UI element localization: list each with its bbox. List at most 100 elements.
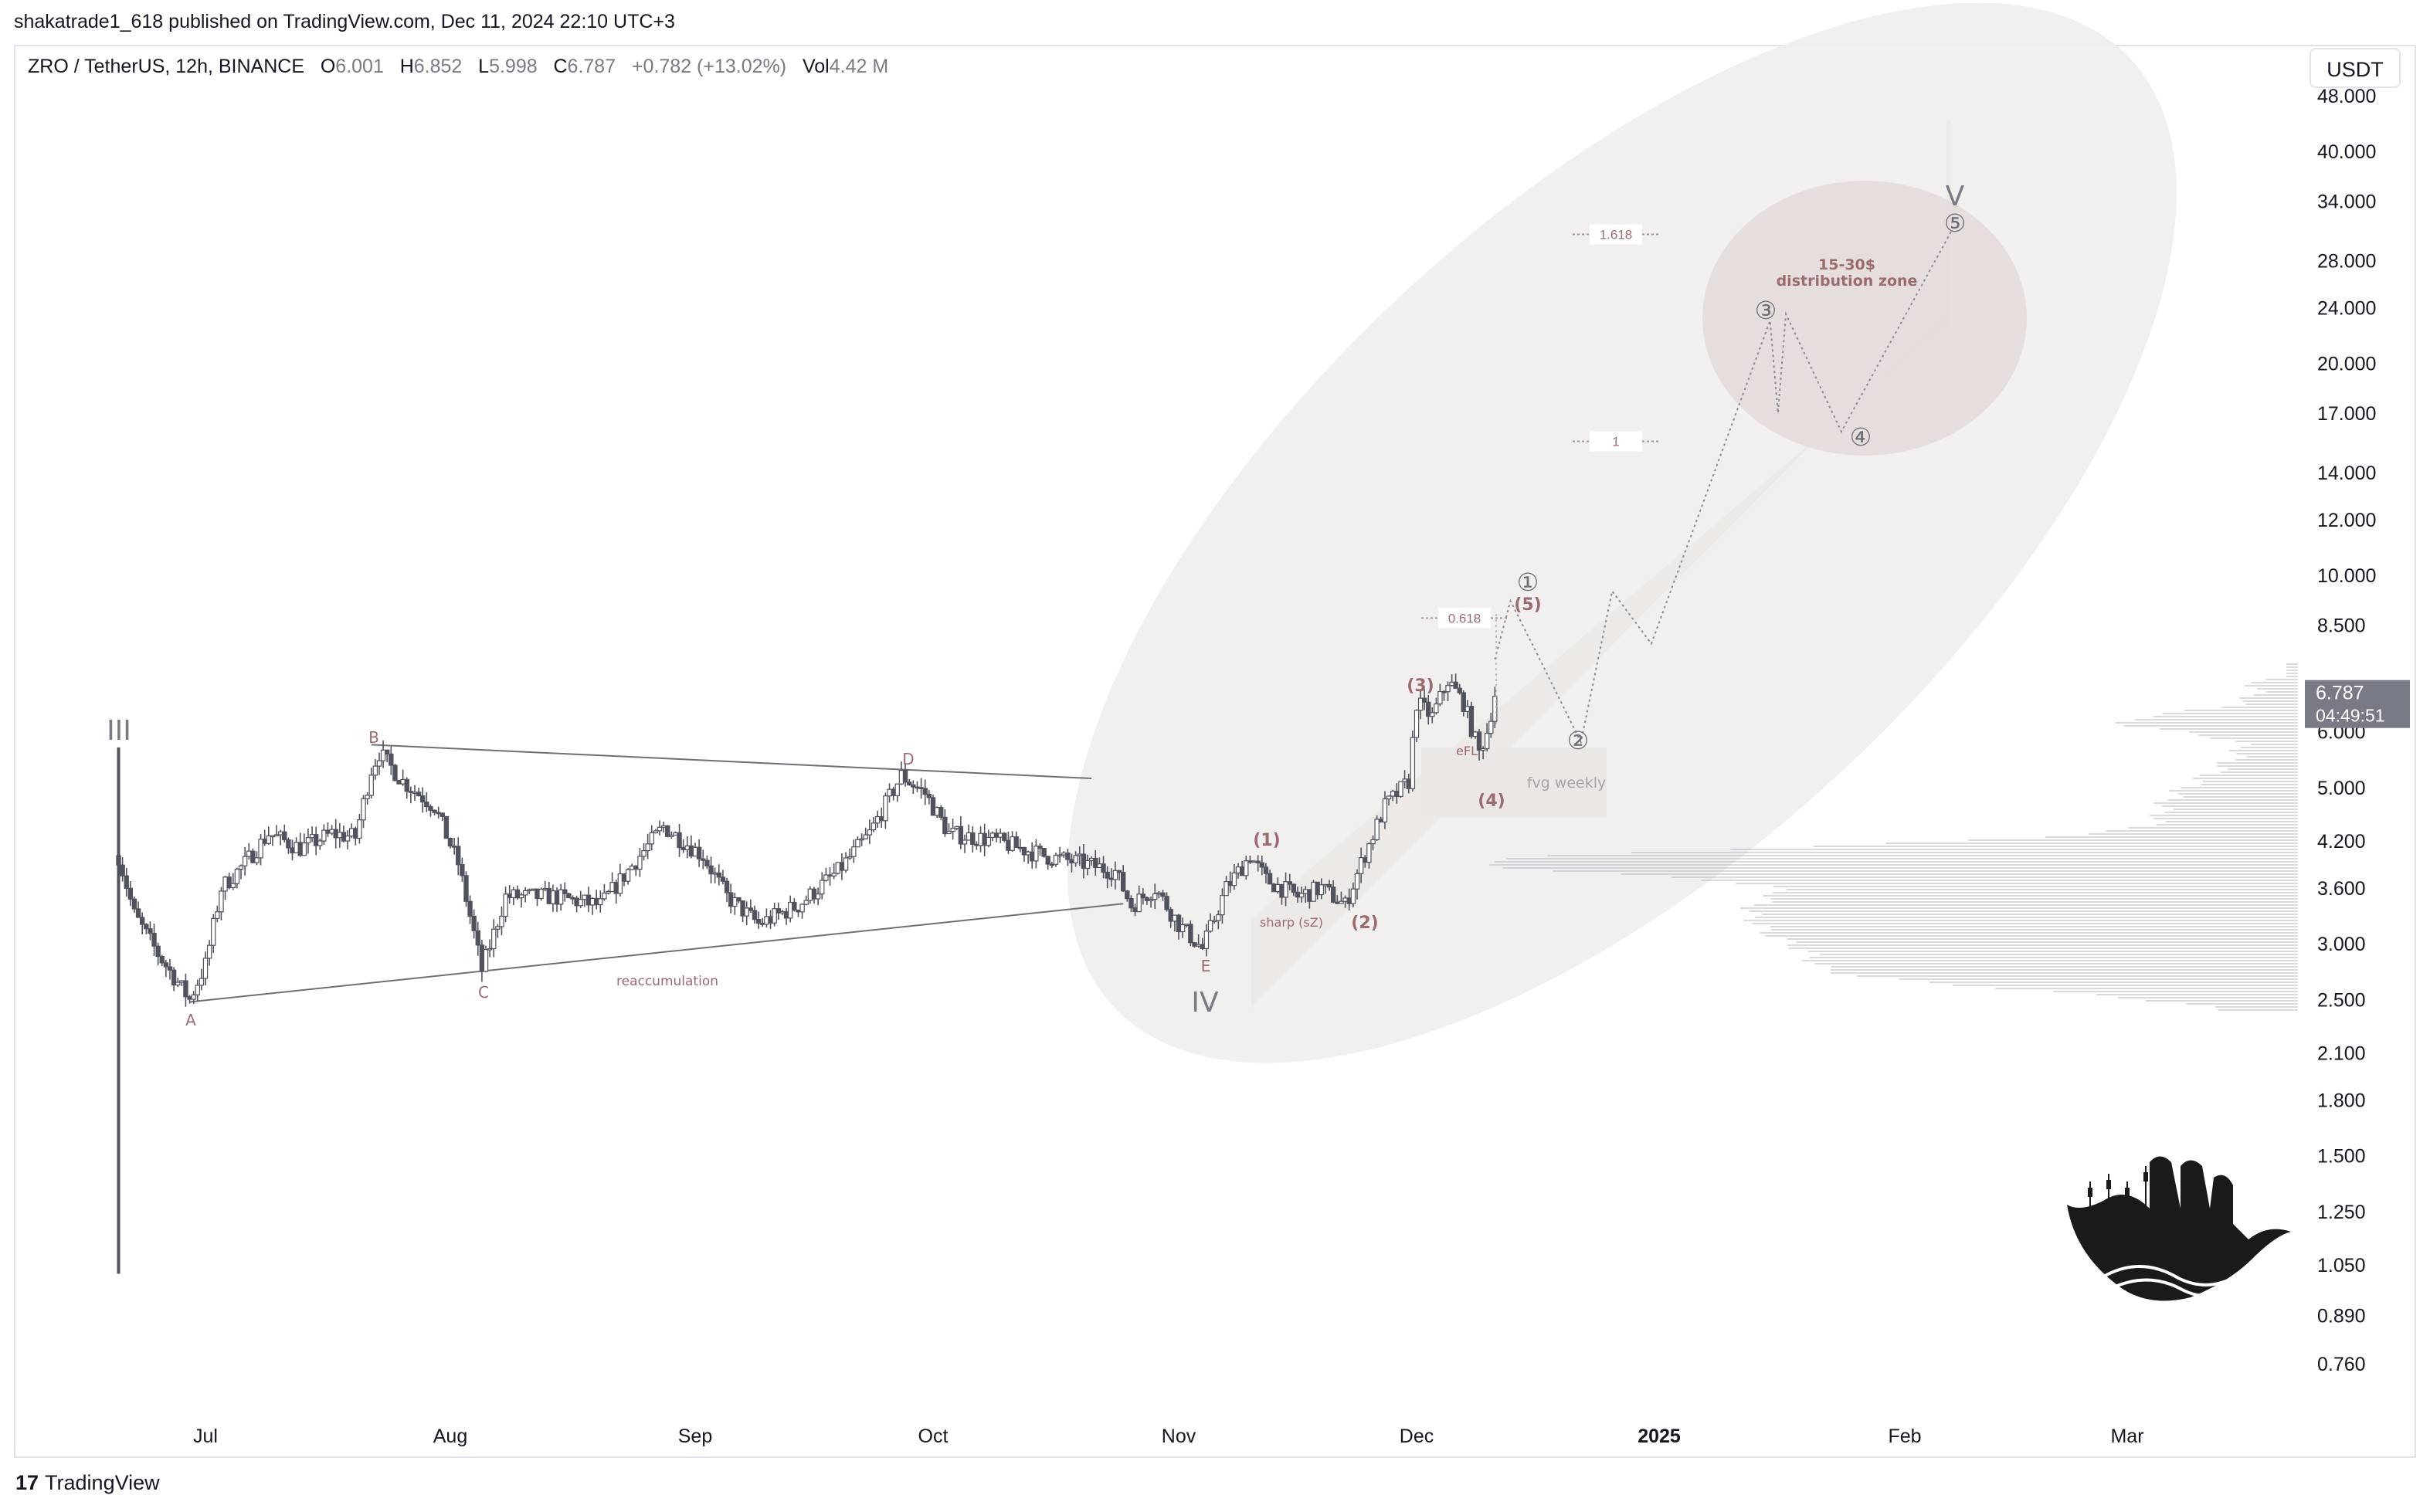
candle <box>1033 839 1039 869</box>
subwave-5: (5) <box>1514 595 1541 615</box>
candle-body <box>1468 706 1475 737</box>
candle-body <box>589 897 596 906</box>
candle-body <box>665 825 670 837</box>
candle <box>728 883 734 914</box>
candle-body <box>286 839 291 849</box>
candle-body <box>135 908 141 918</box>
candle <box>1176 914 1182 940</box>
subwave-2: (2) <box>1351 914 1378 933</box>
fib-label-bg <box>1590 224 1642 245</box>
candle <box>408 786 414 804</box>
candle-body <box>558 889 564 905</box>
candle <box>570 895 575 905</box>
candle <box>989 831 996 842</box>
candle-body <box>696 846 702 859</box>
candle-body <box>898 770 904 785</box>
candle <box>1125 890 1130 902</box>
candle-body <box>436 812 441 815</box>
candle <box>1417 691 1424 720</box>
candle <box>416 788 422 797</box>
candle-body <box>1049 863 1055 866</box>
candle <box>1259 856 1264 876</box>
candle-body <box>348 828 355 837</box>
candle <box>835 862 840 875</box>
candle-body <box>708 865 714 875</box>
candle-body <box>1061 853 1067 856</box>
candle <box>424 792 429 812</box>
candle <box>1398 781 1403 798</box>
candle-body <box>531 888 536 891</box>
publisher-line: shakatrade1_618 published on TradingView… <box>14 11 675 32</box>
candle <box>823 867 829 882</box>
candle <box>167 958 173 980</box>
y-tick-label: 2.100 <box>2317 1042 2366 1064</box>
candle-body <box>163 962 169 968</box>
candle <box>871 817 877 832</box>
candle-body <box>562 889 568 894</box>
candle-body <box>1402 778 1407 782</box>
y-tick-label: 0.890 <box>2317 1305 2366 1327</box>
candle <box>460 857 465 882</box>
candle <box>1207 913 1213 933</box>
candle-body <box>321 829 327 842</box>
logo-candle-body <box>2125 1188 2130 1197</box>
candle <box>1220 888 1225 924</box>
candle <box>764 908 769 928</box>
candle-body <box>428 805 433 811</box>
candle-body <box>1453 681 1458 689</box>
candle-body <box>297 842 303 856</box>
candle-body <box>475 930 480 946</box>
candle-body <box>645 843 650 852</box>
legend-low-label: L <box>478 56 490 77</box>
candle <box>222 876 228 900</box>
candle <box>1434 697 1439 715</box>
candle-body <box>740 900 745 917</box>
candle <box>716 864 722 886</box>
last-price-value: 6.787 <box>2316 683 2364 704</box>
candle-body <box>1108 877 1114 880</box>
candle-body <box>1188 924 1193 944</box>
candle <box>238 864 244 880</box>
candle-body <box>266 835 272 844</box>
candle-body <box>456 846 461 866</box>
candle <box>321 824 327 845</box>
candle <box>376 752 382 775</box>
candle-body <box>744 907 749 917</box>
candle <box>1291 883 1297 897</box>
candle-body <box>514 889 521 899</box>
candle <box>487 939 493 958</box>
candle-body <box>202 958 209 979</box>
candle-body <box>1235 866 1241 873</box>
candle <box>760 917 765 927</box>
candle <box>518 892 524 908</box>
candle <box>978 826 983 853</box>
candle <box>1311 880 1316 902</box>
candle-body <box>993 832 999 838</box>
distribution-zone <box>1702 181 2027 456</box>
chart-frame[interactable] <box>14 45 2416 1458</box>
triangle-upper-line <box>371 744 1092 780</box>
candle <box>811 887 817 904</box>
candle <box>361 795 366 829</box>
wave-label-iii: III <box>107 715 131 747</box>
candle <box>1112 861 1118 890</box>
candle-body <box>1358 857 1364 874</box>
candle-body <box>1192 942 1197 947</box>
candle-body <box>625 869 631 882</box>
candle <box>851 839 857 863</box>
currency-button[interactable]: USDT <box>2310 48 2401 88</box>
candle <box>1370 835 1376 851</box>
candle <box>827 866 833 886</box>
candle-body <box>1461 692 1466 712</box>
footer-brand[interactable]: 17 TradingView <box>15 1471 160 1495</box>
candle-body <box>1164 896 1169 910</box>
candle-body <box>783 910 789 919</box>
candle <box>344 830 351 849</box>
candle <box>443 815 450 839</box>
candle <box>1421 689 1427 710</box>
candle-body <box>874 816 881 824</box>
candle-body <box>1030 851 1035 862</box>
candle-body <box>1291 883 1297 893</box>
candle <box>230 873 236 890</box>
